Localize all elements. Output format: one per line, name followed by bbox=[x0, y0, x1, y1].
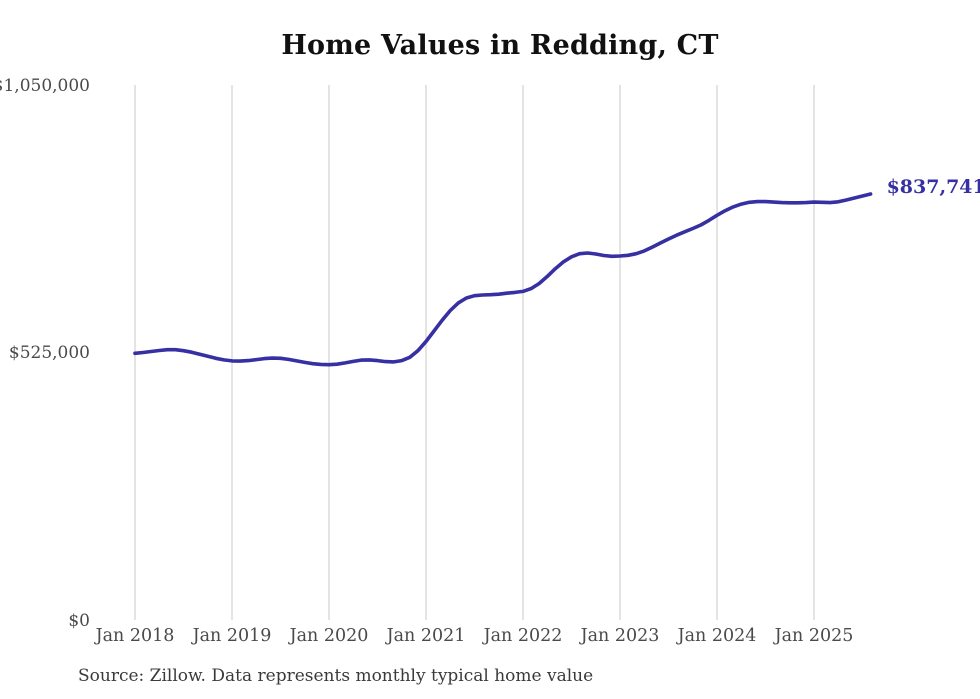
chart-title: Home Values in Redding, CT bbox=[281, 30, 719, 61]
x-axis-tick-label: Jan 2025 bbox=[774, 626, 854, 646]
x-axis-tick-label: Jan 2023 bbox=[580, 626, 660, 646]
x-axis-tick-label: Jan 2022 bbox=[483, 626, 563, 646]
source-note: Source: Zillow. Data represents monthly … bbox=[78, 666, 594, 686]
home-value-line bbox=[133, 192, 873, 367]
latest-value-label: $837,741 bbox=[886, 176, 980, 198]
y-axis-tick-label: $0 bbox=[68, 610, 90, 631]
y-axis-tick-label: $1,050,000 bbox=[0, 76, 90, 96]
x-axis-tick-label: Jan 2019 bbox=[192, 626, 272, 646]
y-axis-tick-label: $525,000 bbox=[8, 343, 90, 364]
x-axis-tick-label: Jan 2024 bbox=[677, 626, 757, 646]
x-axis-tick-label: Jan 2021 bbox=[386, 626, 466, 646]
vertical-gridlines bbox=[134, 85, 815, 620]
x-axis-tick-label: Jan 2018 bbox=[95, 626, 175, 646]
x-axis-tick-label: Jan 2020 bbox=[289, 626, 369, 646]
